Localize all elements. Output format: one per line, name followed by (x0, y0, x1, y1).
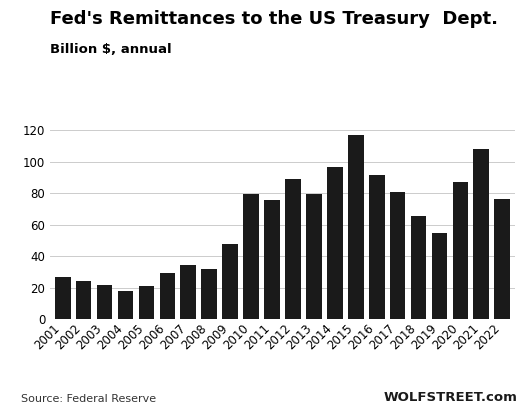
Bar (222, 245, 238, 319)
Bar (390, 192, 406, 319)
Bar (285, 179, 301, 319)
Bar (369, 175, 384, 319)
Bar (181, 265, 196, 319)
Bar (452, 182, 468, 319)
Bar (494, 200, 510, 319)
Bar (55, 277, 71, 319)
Text: WOLFSTREET.com: WOLFSTREET.com (383, 391, 517, 404)
Bar (411, 216, 427, 319)
Text: Billion $, annual: Billion $, annual (50, 43, 172, 56)
Bar (431, 233, 447, 319)
Bar (348, 135, 364, 319)
Bar (264, 200, 280, 319)
Bar (201, 269, 217, 319)
Bar (118, 290, 134, 319)
Bar (474, 149, 489, 319)
Bar (327, 166, 343, 319)
Bar (243, 194, 259, 319)
Bar (159, 273, 175, 319)
Bar (306, 194, 322, 319)
Bar (97, 285, 112, 319)
Bar (138, 286, 154, 319)
Bar (76, 281, 91, 319)
Text: Fed's Remittances to the US Treasury  Dept.: Fed's Remittances to the US Treasury Dep… (50, 10, 498, 28)
Text: Source: Federal Reserve: Source: Federal Reserve (21, 394, 156, 404)
